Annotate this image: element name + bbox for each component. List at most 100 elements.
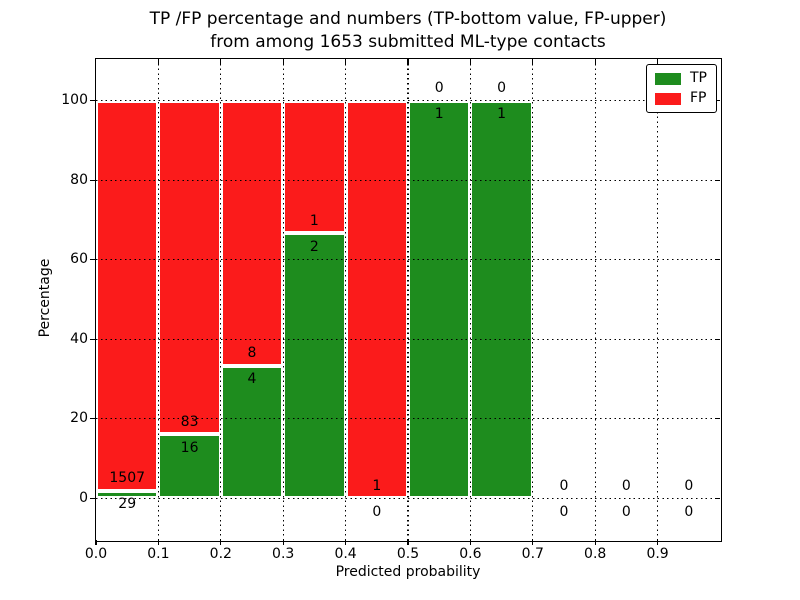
chart-title: TP /FP percentage and numbers (TP-bottom… [96,8,720,54]
y-tick-label: 100 [61,92,88,109]
y-tick-label: 40 [70,330,88,347]
x-tick-label: 0.6 [459,546,482,562]
y-tick-mark-right [714,418,720,420]
tp-count-label: 29 [118,496,137,513]
x-tick-mark-top [657,59,659,64]
y-tick-mark-right [714,338,720,340]
vertical-gridline [469,59,471,540]
fp-count-label: 0 [497,80,507,97]
tp-count-label: 16 [180,439,199,456]
vertical-gridline [407,59,409,540]
fp-count-label: 8 [247,345,257,362]
horizontal-gridline [96,100,720,102]
x-tick-mark [407,540,409,545]
horizontal-gridline [96,418,720,420]
x-tick-mark [220,540,222,545]
x-tick-mark-top [220,59,222,64]
vertical-gridline [594,59,596,540]
x-tick-label: 0.1 [147,546,170,562]
x-tick-label: 0.7 [521,546,544,562]
chart-title-line1: TP /FP percentage and numbers (TP-bottom… [149,9,667,29]
tp-bar-segment [408,100,471,499]
x-tick-mark-top [345,59,347,64]
legend-item-tp: TP [655,71,707,86]
tp-count-label: 1 [434,106,444,123]
x-tick-label: 0.5 [396,546,420,562]
x-tick-mark [594,540,596,545]
x-tick-mark-top [282,59,284,64]
fp-bar-segment [283,100,346,234]
tp-color-swatch [655,72,681,85]
y-tick-mark [90,259,96,261]
y-tick-mark [90,179,96,181]
legend-item-fp: FP [655,91,707,106]
y-tick-label: 60 [70,251,88,268]
y-tick-mark-right [714,100,720,102]
tp-count-label: 2 [309,238,319,255]
vertical-gridline [657,59,659,540]
x-tick-mark [282,540,284,545]
vertical-gridline [345,59,347,540]
tp-legend-label: TP [690,70,707,86]
x-tick-mark [469,540,471,545]
x-tick-label: 0.3 [272,546,295,562]
y-tick-label: 20 [70,410,88,427]
vertical-gridline [282,59,284,540]
tp-bar-segment [220,365,284,499]
x-tick-label: 0.9 [646,546,669,562]
x-tick-mark [657,540,659,545]
y-tick-mark-right [714,179,720,181]
tp-count-label: 0 [684,503,694,520]
legend: TP FP [646,64,717,113]
x-tick-label: 0.0 [84,546,108,562]
fp-bar-segment [220,100,284,366]
tp-count-label: 0 [559,503,569,520]
y-tick-label: 0 [79,489,88,506]
fp-bar-segment [345,100,408,499]
x-tick-mark-top [157,59,159,64]
x-tick-label: 0.8 [584,546,607,562]
horizontal-gridline [96,338,720,340]
x-axis-title: Predicted probability [335,564,481,580]
tp-count-label: 0 [372,503,382,520]
x-tick-label: 0.4 [334,546,357,562]
fp-count-label: 1507 [109,470,146,487]
y-tick-label: 80 [70,171,88,188]
x-tick-label: 0.2 [209,546,232,562]
x-tick-mark-top [532,59,534,64]
x-tick-mark-top [469,59,471,64]
x-tick-mark [532,540,534,545]
x-tick-mark-top [407,59,409,64]
tp-bar-segment [470,100,533,499]
y-tick-mark [90,100,96,102]
tp-bar-segment [158,434,221,499]
y-tick-mark [90,418,96,420]
fp-count-label: 0 [684,477,694,494]
vertical-gridline [157,59,159,540]
tp-count-label: 0 [621,503,631,520]
fp-count-label: 1 [309,212,319,229]
fp-count-label: 0 [559,477,569,494]
vertical-gridline [532,59,534,540]
fp-count-label: 1 [372,477,382,494]
tp-count-label: 1 [497,106,507,123]
fp-color-swatch [655,92,681,105]
chart-title-line2: from among 1653 submitted ML-type contac… [210,32,606,52]
x-tick-mark [345,540,347,545]
x-tick-mark [95,540,97,545]
horizontal-gridline [96,179,720,181]
x-tick-mark [157,540,159,545]
fp-count-label: 0 [434,80,444,97]
tp-count-label: 4 [247,371,257,388]
fp-count-label: 0 [621,477,631,494]
tp-bar-segment [283,233,346,499]
tp-bar-segment [96,490,159,499]
y-tick-mark-right [714,497,720,499]
x-tick-mark-top [594,59,596,64]
fp-count-label: 83 [180,413,199,430]
